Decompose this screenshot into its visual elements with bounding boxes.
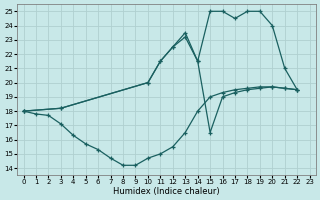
X-axis label: Humidex (Indice chaleur): Humidex (Indice chaleur) (113, 187, 220, 196)
